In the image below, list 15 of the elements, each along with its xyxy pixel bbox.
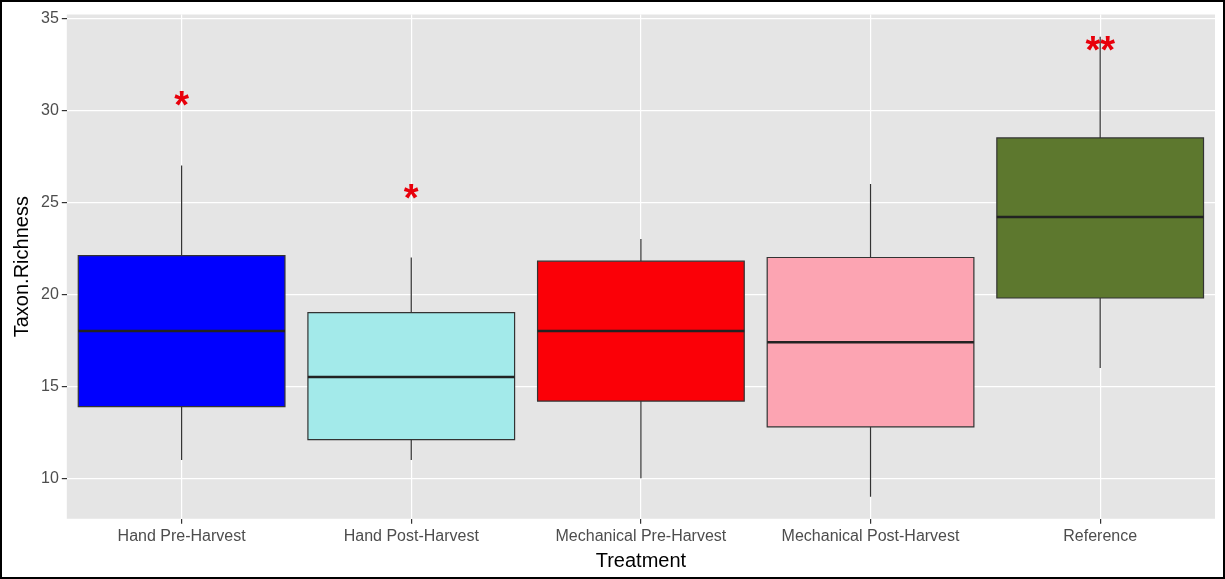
- y-tick-label: 30: [41, 100, 59, 118]
- annotation: *: [174, 83, 190, 126]
- y-tick-label: 10: [41, 468, 59, 486]
- x-tick-label: Mechanical Pre-Harvest: [555, 526, 727, 544]
- y-tick-label: 15: [41, 376, 59, 394]
- x-tick-label: Hand Post-Harvest: [343, 526, 480, 544]
- y-axis-title: Taxon.Richness: [9, 196, 32, 338]
- annotation: *: [403, 176, 419, 219]
- x-tick-label: Hand Pre-Harvest: [117, 526, 247, 544]
- y-tick-label: 35: [41, 8, 59, 26]
- y-tick-label: 25: [41, 192, 59, 210]
- x-tick-label: Reference: [1063, 526, 1138, 544]
- y-tick-label: 20: [41, 284, 59, 302]
- x-tick-label: Mechanical Post-Harvest: [781, 526, 961, 544]
- x-axis-title: Treatment: [595, 548, 687, 571]
